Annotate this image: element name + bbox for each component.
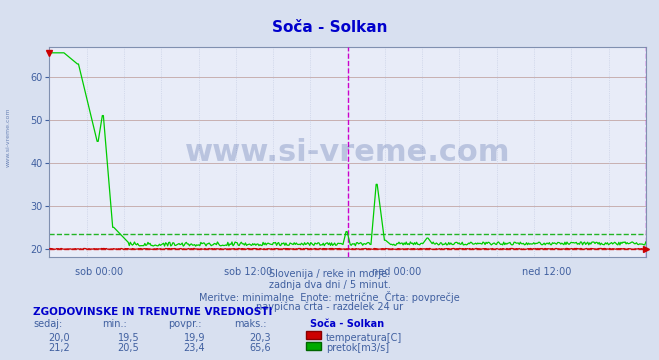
Text: sob 12:00: sob 12:00 [224, 267, 272, 277]
Text: min.:: min.: [102, 319, 127, 329]
Text: Soča - Solkan: Soča - Solkan [272, 20, 387, 35]
Text: www.si-vreme.com: www.si-vreme.com [5, 107, 11, 167]
Text: ned 12:00: ned 12:00 [521, 267, 571, 277]
Text: temperatura[C]: temperatura[C] [326, 333, 403, 343]
Text: 19,5: 19,5 [118, 333, 139, 343]
Text: povpr.:: povpr.: [168, 319, 202, 329]
Text: ZGODOVINSKE IN TRENUTNE VREDNOSTI: ZGODOVINSKE IN TRENUTNE VREDNOSTI [33, 307, 272, 318]
Text: Slovenija / reke in morje.: Slovenija / reke in morje. [269, 269, 390, 279]
Text: 23,4: 23,4 [184, 343, 205, 354]
Text: zadnja dva dni / 5 minut.: zadnja dva dni / 5 minut. [269, 280, 390, 290]
Text: pretok[m3/s]: pretok[m3/s] [326, 343, 389, 354]
Text: www.si-vreme.com: www.si-vreme.com [185, 138, 510, 167]
Text: 20,3: 20,3 [250, 333, 271, 343]
Text: Soča - Solkan: Soča - Solkan [310, 319, 384, 329]
Text: 20,5: 20,5 [117, 343, 140, 354]
Text: 20,0: 20,0 [49, 333, 70, 343]
Text: 21,2: 21,2 [48, 343, 71, 354]
Text: maks.:: maks.: [234, 319, 266, 329]
Text: sedaj:: sedaj: [33, 319, 62, 329]
Text: ned 00:00: ned 00:00 [372, 267, 422, 277]
Text: sob 00:00: sob 00:00 [75, 267, 123, 277]
Text: Meritve: minimalne  Enote: metrične  Črta: povprečje: Meritve: minimalne Enote: metrične Črta:… [199, 291, 460, 303]
Text: 19,9: 19,9 [184, 333, 205, 343]
Text: navpična črta - razdelek 24 ur: navpična črta - razdelek 24 ur [256, 302, 403, 312]
Text: 65,6: 65,6 [250, 343, 271, 354]
